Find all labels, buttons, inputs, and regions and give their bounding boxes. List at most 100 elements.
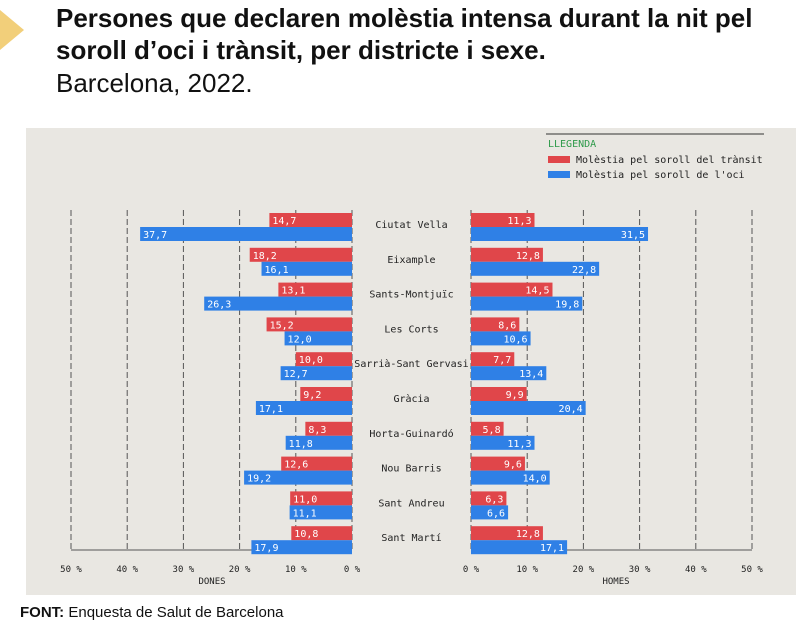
- dones-traffic-bar: [269, 213, 352, 227]
- dones-leisure-bar: [284, 331, 352, 346]
- bar-value-label: 9,2: [303, 390, 321, 401]
- homes-leisure-bar: [471, 227, 649, 241]
- bar-value-label: 11,8: [289, 439, 313, 450]
- tick-label-left: 0 %: [344, 565, 361, 575]
- bar-value-label: 12,6: [284, 460, 308, 471]
- bar-value-label: 18,2: [253, 251, 277, 262]
- dones-leisure-bar: [280, 366, 352, 381]
- dones-leisure-bar: [244, 470, 352, 485]
- bar-value-label: 12,8: [516, 529, 540, 540]
- district-label: Sarrià-Sant Gervasi: [354, 358, 468, 370]
- chart-area: Ciutat Vella 14,7 37,7 11,3 31,5 Eixample 18,2…: [26, 128, 796, 595]
- bar-value-label: 6,3: [485, 494, 503, 505]
- homes-traffic-bar: [471, 421, 504, 436]
- homes-traffic-bar: [471, 352, 515, 367]
- homes-leisure-bar: [471, 331, 531, 346]
- source-label: FONT:: [20, 604, 65, 621]
- tick-label-right: 0 %: [463, 565, 480, 575]
- panel-label-dones: DONES: [198, 577, 225, 587]
- homes-leisure-bar: [471, 470, 550, 485]
- bar-value-label: 16,1: [265, 265, 289, 276]
- chart-background: [26, 128, 796, 595]
- bar-value-label: 15,2: [270, 320, 294, 331]
- chart-svg: Ciutat Vella 14,7 37,7 11,3 31,5 Eixample 18,2…: [26, 128, 796, 595]
- homes-leisure-bar: [471, 366, 547, 381]
- dones-traffic-bar: [278, 282, 352, 297]
- homes-leisure-bar: [471, 296, 583, 311]
- dones-leisure-bar: [261, 261, 352, 276]
- homes-leisure-bar: [471, 505, 509, 520]
- bar-value-label: 13,4: [519, 369, 543, 380]
- bar-value-label: 22,8: [572, 265, 596, 276]
- dones-traffic-bar: [290, 491, 352, 506]
- homes-traffic-bar: [471, 317, 520, 332]
- bar-value-label: 10,0: [299, 355, 323, 366]
- bar-value-label: 11,1: [293, 508, 317, 519]
- homes-traffic-bar: [471, 387, 527, 401]
- bar-value-label: 20,4: [559, 404, 583, 415]
- dones-traffic-bar: [281, 456, 352, 471]
- homes-leisure-bar: [471, 401, 586, 415]
- bar-value-label: 13,1: [281, 286, 305, 297]
- bar-value-label: 6,6: [487, 508, 505, 519]
- tick-label-left: 40 %: [116, 565, 138, 575]
- chart-subtitle: Barcelona, 2022.: [56, 68, 253, 98]
- bar-value-label: 11,0: [293, 494, 317, 505]
- homes-traffic-bar: [471, 282, 553, 297]
- bar-value-label: 12,0: [288, 334, 312, 345]
- dones-traffic-bar: [266, 317, 352, 332]
- bar-value-label: 10,8: [294, 529, 318, 540]
- tick-label-right: 30 %: [629, 565, 651, 575]
- homes-traffic-bar: [471, 491, 507, 506]
- tick-label-right: 50 %: [741, 565, 763, 575]
- bar-value-label: 17,9: [254, 543, 278, 554]
- bar-value-label: 37,7: [143, 230, 167, 241]
- source-text: Enquesta de Salut de Barcelona: [68, 604, 284, 621]
- bar-value-label: 14,7: [272, 216, 296, 227]
- dones-leisure-bar: [251, 540, 352, 555]
- panel-label-homes: HOMES: [602, 577, 629, 587]
- bar-value-label: 12,7: [284, 369, 308, 380]
- legend-item-label: Molèstia pel soroll de l'oci: [576, 169, 745, 181]
- bar-value-label: 7,7: [493, 355, 511, 366]
- homes-leisure-bar: [471, 261, 600, 276]
- district-label: Gràcia: [393, 393, 429, 405]
- bar-value-label: 17,1: [259, 404, 283, 415]
- bar-value-label: 11,3: [507, 216, 531, 227]
- dones-traffic-bar: [291, 526, 352, 541]
- legend-swatch: [548, 171, 570, 178]
- tick-label-right: 40 %: [685, 565, 707, 575]
- homes-traffic-bar: [471, 247, 543, 262]
- legend-item-label: Molèstia pel soroll del trànsit: [576, 154, 763, 166]
- bar-value-label: 8,6: [498, 320, 516, 331]
- dones-leisure-bar: [204, 296, 352, 311]
- dones-leisure-bar: [255, 401, 352, 415]
- bar-value-label: 9,6: [504, 460, 522, 471]
- homes-traffic-bar: [471, 526, 543, 541]
- district-label: Sant Martí: [381, 532, 441, 544]
- title-marker: [0, 10, 24, 50]
- legend-title: LLEGENDA: [548, 139, 596, 150]
- district-label: Nou Barris: [381, 464, 441, 475]
- homes-traffic-bar: [471, 213, 535, 227]
- homes-leisure-bar: [471, 435, 535, 450]
- bar-value-label: 9,9: [506, 390, 524, 401]
- bar-value-label: 26,3: [207, 300, 231, 311]
- dones-traffic-bar: [249, 247, 352, 262]
- bar-value-label: 10,6: [503, 334, 527, 345]
- legend-swatch: [548, 156, 570, 163]
- district-label: Les Corts: [384, 324, 438, 335]
- dones-leisure-bar: [285, 435, 352, 450]
- bar-value-label: 19,2: [247, 474, 271, 485]
- tick-label-left: 30 %: [173, 565, 195, 575]
- district-label: Horta-Guinardó: [369, 428, 453, 440]
- dones-traffic-bar: [295, 352, 352, 367]
- bar-value-label: 19,8: [555, 300, 579, 311]
- tick-label-right: 10 %: [516, 565, 538, 575]
- district-label: Sant Andreu: [378, 498, 444, 509]
- tick-label-left: 10 %: [285, 565, 307, 575]
- district-label: Ciutat Vella: [375, 220, 447, 231]
- homes-leisure-bar: [471, 540, 568, 555]
- dones-traffic-bar: [305, 421, 352, 436]
- dones-traffic-bar: [300, 387, 352, 401]
